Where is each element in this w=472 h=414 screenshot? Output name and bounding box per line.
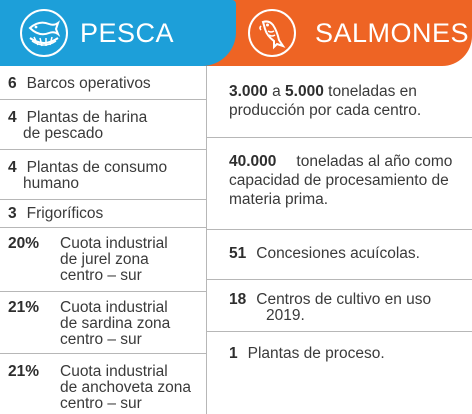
salmones-concesiones-value: 51 xyxy=(229,245,247,262)
pesca-title: PESCA xyxy=(80,17,175,48)
salmones-concesiones-text: Concesiones acuícolas. xyxy=(256,245,420,262)
pesca-barcos-value: 6 xyxy=(8,75,17,92)
salmones-produccion-value-a: 3.000 xyxy=(229,83,268,100)
pesca-harina-value: 4 xyxy=(8,109,17,126)
pesca-harina-text-2: de pescado xyxy=(23,125,104,142)
pesca-sardina-value: 21% xyxy=(8,299,40,316)
pesca-frigorificos-value: 3 xyxy=(8,205,17,222)
salmones-capacidad-text: toneladas al año como xyxy=(296,153,453,170)
pesca-anchoveta-value: 21% xyxy=(8,363,40,380)
pesca-row-consumo: 4 Plantas de consumo humano xyxy=(0,150,206,200)
pesca-anchoveta-line-1: Cuota industrial xyxy=(60,363,168,380)
pesca-consumo-value: 4 xyxy=(8,159,17,176)
salmones-row-concesiones: 51 Concesiones acuícolas. xyxy=(207,230,472,280)
pesca-sardina-line-3: centro – sur xyxy=(60,331,142,348)
fish-net-icon xyxy=(20,9,68,57)
pesca-row-barcos: 6 Barcos operativos xyxy=(0,66,206,100)
salmones-capacidad-line-3: materia prima. xyxy=(229,191,329,208)
pesca-jurel-value: 20% xyxy=(8,235,40,252)
pesca-sardina-line-1: Cuota industrial xyxy=(60,299,168,316)
pesca-barcos-text: Barcos operativos xyxy=(26,75,151,92)
salmones-produccion-text: toneladas en xyxy=(328,83,417,100)
pesca-jurel-line-2: de jurel zona xyxy=(60,251,149,268)
salmones-produccion-line-2: producción por cada centro. xyxy=(229,102,422,119)
salmones-produccion-value-b: 5.000 xyxy=(285,83,324,100)
pesca-frigorificos-text: Frigoríficos xyxy=(26,205,104,222)
pesca-anchoveta-line-2: de anchoveta zona xyxy=(60,379,191,396)
salmones-title: SALMONES xyxy=(315,17,470,48)
salmones-column: 3.000 a 5.000 toneladas en producción po… xyxy=(206,66,472,414)
salmones-capacidad-value: 40.000 xyxy=(229,153,277,170)
salmon-icon xyxy=(248,9,296,57)
pesca-consumo-text-1: Plantas de consumo xyxy=(26,159,168,176)
pesca-row-anchoveta: 21% Cuota industrial de anchoveta zona c… xyxy=(0,354,206,414)
salmones-row-produccion: 3.000 a 5.000 toneladas en producción po… xyxy=(207,66,472,138)
salmones-row-capacidad: 40.000 toneladas al año como capacidad de… xyxy=(207,138,472,230)
pesca-row-frigorificos: 3 Frigoríficos xyxy=(0,200,206,228)
pesca-anchoveta-line-3: centro – sur xyxy=(60,395,142,412)
salmones-row-centros: 18 Centros de cultivo en uso 2019. xyxy=(207,280,472,332)
salmones-plantas-value: 1 xyxy=(229,345,238,362)
salmones-row-plantas: 1 Plantas de proceso. xyxy=(207,332,472,414)
salmones-centros-line-2: 2019. xyxy=(266,307,305,324)
pesca-jurel-line-1: Cuota industrial xyxy=(60,235,168,252)
pesca-jurel-line-3: centro – sur xyxy=(60,267,142,284)
pesca-harina-text-1: Plantas de harina xyxy=(26,109,148,126)
pesca-row-harina: 4 Plantas de harina de pescado xyxy=(0,100,206,150)
salmones-capacidad-line-2: capacidad de procesamiento de xyxy=(229,172,449,189)
salmones-centros-text: Centros de cultivo en uso xyxy=(256,291,432,308)
pesca-column: 6 Barcos operativos 4 Plantas de harina de… xyxy=(0,66,206,414)
pesca-row-sardina: 21% Cuota industrial de sardina zona cen… xyxy=(0,292,206,354)
pesca-consumo-text-2: humano xyxy=(23,175,80,192)
salmones-produccion-connector: a xyxy=(272,83,281,100)
salmones-plantas-text: Plantas de proceso. xyxy=(247,345,385,362)
pesca-sardina-line-2: de sardina zona xyxy=(60,315,171,332)
salmones-centros-value: 18 xyxy=(229,291,247,308)
pesca-row-jurel: 20% Cuota industrial de jurel zona centr… xyxy=(0,228,206,292)
